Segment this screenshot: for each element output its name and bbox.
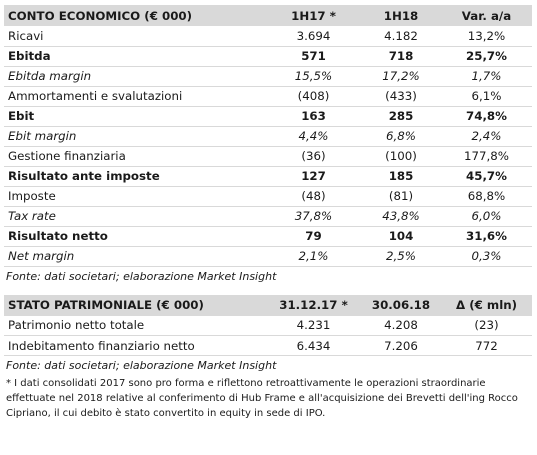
balance-header-delta: Δ (€ mln) xyxy=(455,298,518,312)
income-body: Ricavi 3.694 4.182 13,2% Ebitda 571 718 25,7% Eb… xyxy=(4,26,532,266)
row-value: 37,8% xyxy=(294,209,333,223)
row-label: Net margin xyxy=(8,249,75,263)
income-statement-table: CONTO ECONOMICO (€ 000) 1H17 * 1H18 Var.… xyxy=(4,5,532,267)
row-value: 185 xyxy=(388,169,414,183)
row-value: (100) xyxy=(385,149,417,163)
table-row: Ammortamenti e svalutazioni (408) (433) 6,1… xyxy=(4,86,532,106)
row-value: (433) xyxy=(385,89,417,103)
row-value: 285 xyxy=(388,109,414,123)
table-row: Tax rate 37,8% 43,8% 6,0% xyxy=(4,206,532,226)
balance-body: Patrimonio netto totale 4.231 4.208 (23) Ind… xyxy=(4,316,532,356)
income-header-row: CONTO ECONOMICO (€ 000) 1H17 * 1H18 Var.… xyxy=(4,5,532,26)
income-header-var: Var. a/a xyxy=(461,8,512,23)
row-value: 31,6% xyxy=(466,229,507,243)
balance-source: Fonte: dati societari; elaborazione Mark… xyxy=(6,359,277,372)
row-label: Risultato ante imposte xyxy=(8,169,160,183)
balance-sheet-table: STATO PATRIMONIALE (€ 000) 31.12.17 * 30… xyxy=(4,294,532,357)
row-value: 79 xyxy=(305,229,322,243)
table-row: Ebit margin 4,4% 6,8% 2,4% xyxy=(4,126,532,146)
income-header-1h18: 1H18 xyxy=(383,8,419,23)
row-value: 7.206 xyxy=(384,338,418,353)
row-label: Indebitamento finanziario netto xyxy=(8,338,195,353)
footnote: * I dati consolidati 2017 sono pro forma… xyxy=(6,378,518,419)
row-label: Imposte xyxy=(8,189,56,203)
row-value: 4.208 xyxy=(384,318,418,333)
income-source: Fonte: dati societari; elaborazione Mark… xyxy=(6,269,277,283)
income-header-label: CONTO ECONOMICO (€ 000) xyxy=(8,8,193,23)
row-value: 15,5% xyxy=(294,69,333,83)
row-value: 17,2% xyxy=(382,69,420,83)
table-row: Indebitamento finanziario netto 6.434 7.20… xyxy=(4,336,532,356)
balance-header-label: STATO PATRIMONIALE (€ 000) xyxy=(8,298,204,312)
row-value: 127 xyxy=(301,169,326,183)
table-row: Gestione finanziaria (36) (100) 177,8% xyxy=(4,146,532,166)
row-value: 6,1% xyxy=(471,89,502,103)
table-row: Ebitda 571 718 25,7% xyxy=(4,46,532,66)
row-label: Ammortamenti e svalutazioni xyxy=(8,89,183,103)
row-value: 0,3% xyxy=(471,249,502,263)
row-value: 2,4% xyxy=(471,129,502,143)
row-value: 104 xyxy=(388,229,414,243)
row-label: Risultato netto xyxy=(8,229,108,243)
row-value: 4,4% xyxy=(298,129,329,143)
financial-report: CONTO ECONOMICO (€ 000) 1H17 * 1H18 Var.… xyxy=(4,5,532,421)
table-row: Ricavi 3.694 4.182 13,2% xyxy=(4,26,532,46)
row-value: (81) xyxy=(388,189,414,203)
balance-header-jun18: 30.06.18 xyxy=(371,298,431,312)
row-label: Ebit xyxy=(8,109,35,123)
row-value: 6.434 xyxy=(296,338,331,353)
row-value: 68,8% xyxy=(467,189,506,203)
row-value: 13,2% xyxy=(467,28,506,43)
balance-header-dec17: 31.12.17 * xyxy=(279,298,348,312)
row-value: (408) xyxy=(297,89,330,103)
row-value: 45,7% xyxy=(466,169,507,183)
row-label: Patrimonio netto totale xyxy=(8,318,145,333)
row-value: 163 xyxy=(301,109,326,123)
row-value: 718 xyxy=(388,49,414,63)
row-value: 1,7% xyxy=(471,69,502,83)
row-value: 25,7% xyxy=(466,49,507,63)
row-value: 2,1% xyxy=(298,249,329,263)
row-value: 74,8% xyxy=(466,109,507,123)
row-value: (23) xyxy=(474,318,499,333)
row-value: (48) xyxy=(301,189,326,203)
table-row: Risultato netto 79 104 31,6% xyxy=(4,226,532,246)
table-row: Net margin 2,1% 2,5% 0,3% xyxy=(4,246,532,266)
row-value: 2,5% xyxy=(386,249,416,263)
row-value: 571 xyxy=(301,49,326,63)
row-value: 6,0% xyxy=(471,209,502,223)
row-label: Gestione finanziaria xyxy=(8,149,126,163)
row-value: 3.694 xyxy=(296,28,331,43)
row-label: Ricavi xyxy=(8,28,44,43)
row-value: 4.231 xyxy=(296,318,331,333)
row-label: Ebitda margin xyxy=(8,69,92,83)
table-row: Risultato ante imposte 127 185 45,7% xyxy=(4,166,532,186)
row-value: 177,8% xyxy=(464,149,509,163)
table-row: Ebit 163 285 74,8% xyxy=(4,106,532,126)
row-value: 4.182 xyxy=(384,28,418,43)
table-row: Patrimonio netto totale 4.231 4.208 (23) xyxy=(4,316,532,336)
section-gap xyxy=(4,287,532,295)
income-header-1h17: 1H17 * xyxy=(291,8,336,23)
balance-header-row: STATO PATRIMONIALE (€ 000) 31.12.17 * 30… xyxy=(4,294,532,316)
table-row: Ebitda margin 15,5% 17,2% 1,7% xyxy=(4,66,532,86)
row-label: Ebitda xyxy=(8,49,51,63)
row-value: 43,8% xyxy=(382,209,420,223)
row-value: (36) xyxy=(301,149,326,163)
row-value: 772 xyxy=(475,338,498,353)
row-label: Ebit margin xyxy=(8,129,77,143)
table-row: Imposte (48) (81) 68,8% xyxy=(4,186,532,206)
row-label: Tax rate xyxy=(8,209,56,223)
row-value: 6,8% xyxy=(386,129,416,143)
